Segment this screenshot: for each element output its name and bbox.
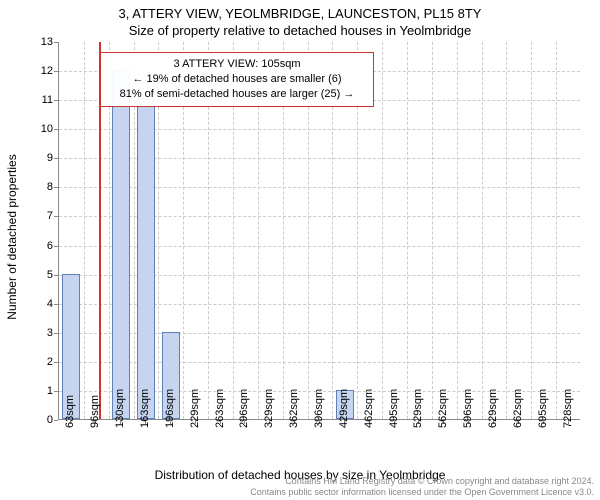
x-tick-label: 629sqm (487, 389, 499, 428)
x-tick-label: 462sqm (363, 389, 375, 428)
y-tick-label: 10 (13, 123, 53, 135)
y-tick-mark (54, 158, 58, 159)
y-axis-label: Number of detached properties (5, 154, 19, 319)
x-tick-label: 229sqm (189, 389, 201, 428)
x-tick-label: 695sqm (537, 389, 549, 428)
y-tick-label: 8 (13, 181, 53, 193)
y-tick-mark (54, 71, 58, 72)
y-tick-mark (54, 304, 58, 305)
y-tick-label: 9 (13, 152, 53, 164)
grid-line-v (432, 42, 434, 419)
chart-title-description: Size of property relative to detached ho… (0, 23, 600, 38)
y-tick-mark (54, 246, 58, 247)
bar (137, 99, 155, 419)
x-tick-label: 163sqm (139, 389, 151, 428)
y-tick-label: 13 (13, 36, 53, 48)
y-tick-mark (54, 391, 58, 392)
annotation-box: 3 ATTERY VIEW: 105sqm ← 19% of detached … (100, 52, 374, 107)
annotation-line-1: 3 ATTERY VIEW: 105sqm (107, 57, 367, 72)
x-tick-label: 728sqm (562, 389, 574, 428)
x-tick-label: 662sqm (512, 389, 524, 428)
x-tick-label: 362sqm (288, 389, 300, 428)
y-tick-label: 2 (13, 356, 53, 368)
y-tick-mark (54, 333, 58, 334)
x-tick-label: 396sqm (313, 389, 325, 428)
x-tick-label: 562sqm (437, 389, 449, 428)
grid-line-v (407, 42, 409, 419)
y-tick-label: 11 (13, 94, 53, 106)
chart-title-address: 3, ATTERY VIEW, YEOLMBRIDGE, LAUNCESTON,… (0, 6, 600, 21)
y-tick-label: 6 (13, 240, 53, 252)
x-tick-label: 329sqm (263, 389, 275, 428)
y-tick-mark (54, 100, 58, 101)
grid-line-v (531, 42, 533, 419)
grid-line-v (382, 42, 384, 419)
y-tick-label: 7 (13, 210, 53, 222)
chart-container: 3, ATTERY VIEW, YEOLMBRIDGE, LAUNCESTON,… (0, 0, 600, 500)
grid-line-v (506, 42, 508, 419)
y-tick-mark (54, 275, 58, 276)
x-tick-label: 495sqm (388, 389, 400, 428)
credits: Contains HM Land Registry data © Crown c… (250, 476, 594, 498)
x-tick-label: 130sqm (114, 389, 126, 428)
y-tick-label: 0 (13, 414, 53, 426)
y-tick-label: 5 (13, 269, 53, 281)
x-tick-label: 196sqm (164, 389, 176, 428)
grid-line-v (457, 42, 459, 419)
y-tick-label: 12 (13, 65, 53, 77)
grid-line-v (84, 42, 86, 419)
x-tick-label: 63sqm (64, 395, 76, 428)
y-tick-label: 4 (13, 298, 53, 310)
y-tick-mark (54, 216, 58, 217)
annotation-line-2: ← 19% of detached houses are smaller (6) (107, 72, 367, 87)
x-tick-label: 429sqm (338, 389, 350, 428)
credits-line-1: Contains HM Land Registry data © Crown c… (250, 476, 594, 487)
x-tick-label: 596sqm (462, 389, 474, 428)
grid-line-v (556, 42, 558, 419)
annotation-line-3: 81% of semi-detached houses are larger (… (107, 87, 367, 102)
bar (112, 70, 130, 419)
y-tick-label: 3 (13, 327, 53, 339)
x-tick-label: 296sqm (238, 389, 250, 428)
x-tick-label: 263sqm (214, 389, 226, 428)
y-tick-label: 1 (13, 385, 53, 397)
y-tick-mark (54, 187, 58, 188)
y-tick-mark (54, 362, 58, 363)
x-tick-label: 529sqm (412, 389, 424, 428)
y-tick-mark (54, 42, 58, 43)
grid-line-v (482, 42, 484, 419)
y-tick-mark (54, 129, 58, 130)
y-tick-mark (54, 420, 58, 421)
x-tick-label: 96sqm (89, 395, 101, 428)
credits-line-2: Contains public sector information licen… (250, 487, 594, 498)
